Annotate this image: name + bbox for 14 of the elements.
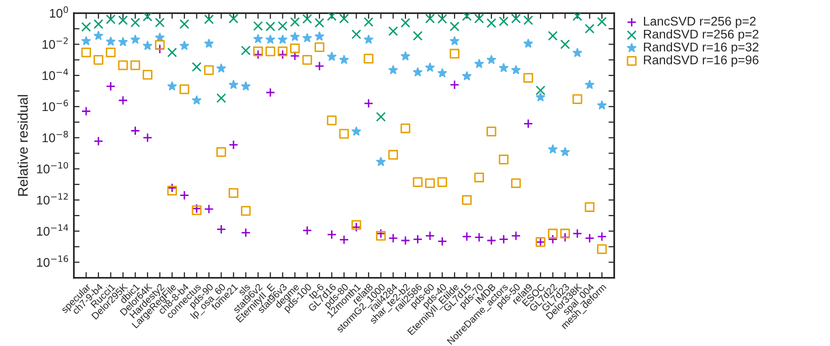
- legend-label: RandSVD r=256 p=2: [644, 29, 758, 42]
- y-tick-label: 10$^{−14}$: [37, 224, 68, 236]
- y-tick-label: 10$^{−8}$: [42, 130, 68, 142]
- y-tick-label: 10$^{0}$: [50, 6, 68, 18]
- legend-label: LancSVD r=256 p=2: [644, 16, 756, 28]
- y-axis-title: Relative residual: [18, 95, 28, 196]
- y-tick-label: 10$^{−6}$: [42, 100, 68, 112]
- y-tick-label: 10$^{−4}$: [42, 68, 68, 80]
- legend-label: RandSVD r=16 p=96: [644, 55, 758, 67]
- y-tick-label: 10$^{−2}$: [42, 37, 68, 49]
- y-tick-label: 10$^{−10}$: [37, 162, 68, 174]
- y-tick-label: 10$^{−16}$: [37, 255, 68, 267]
- legend-label: RandSVD r=16 p=32: [644, 42, 758, 54]
- y-tick-label: 10$^{−12}$: [37, 193, 68, 205]
